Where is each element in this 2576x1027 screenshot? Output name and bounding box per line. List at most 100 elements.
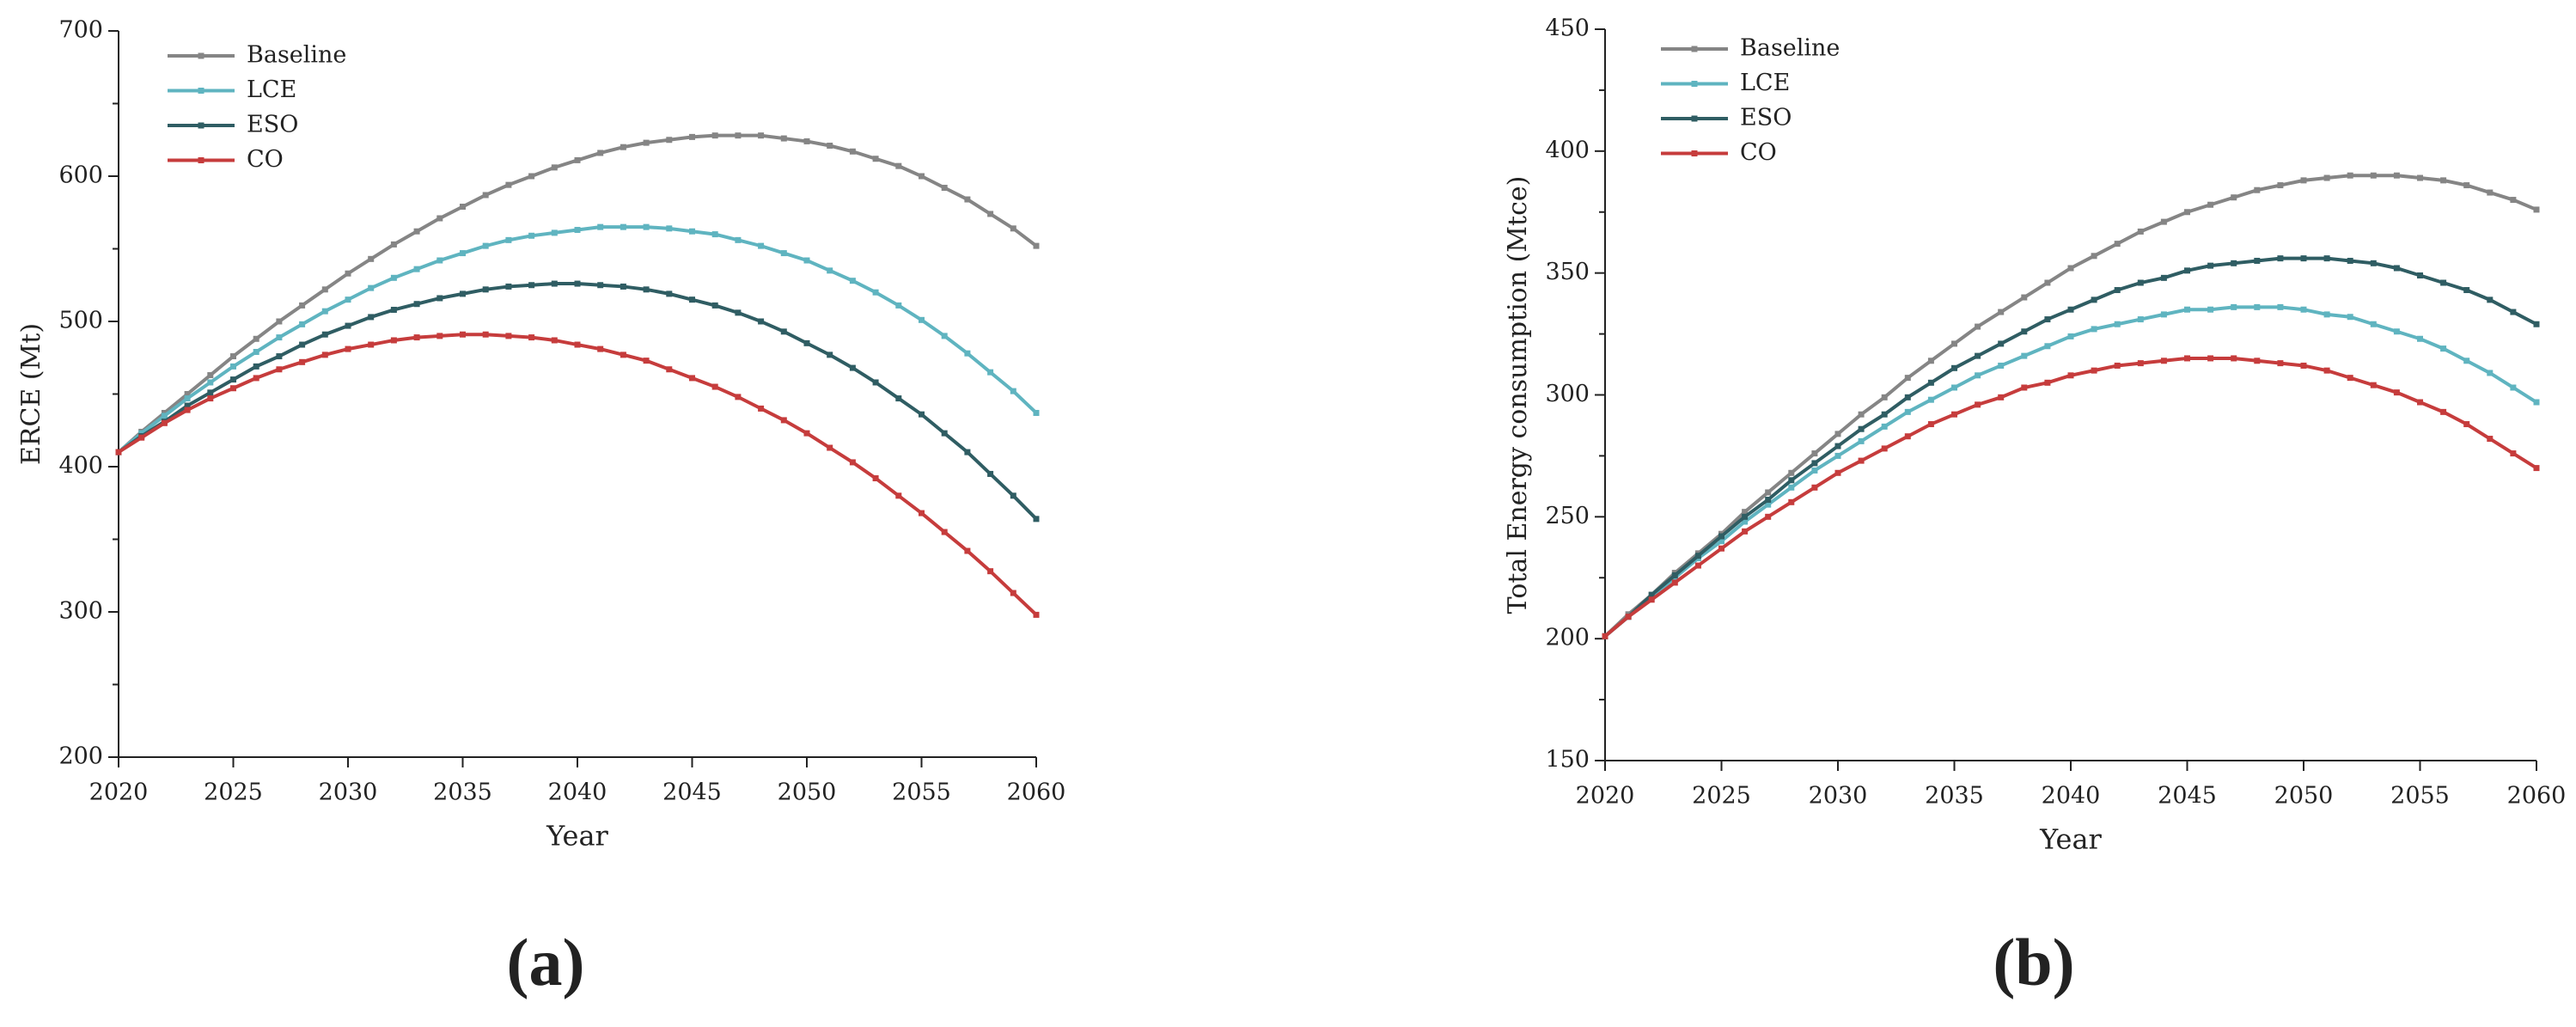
marker — [2440, 408, 2447, 415]
marker — [2160, 311, 2167, 318]
x-tick-label: 2050 — [778, 779, 837, 806]
marker — [2510, 309, 2517, 315]
marker — [2044, 379, 2051, 386]
marker — [872, 289, 879, 296]
marker — [1975, 352, 1981, 359]
marker — [505, 283, 512, 290]
marker — [321, 286, 328, 293]
x-tick-label: 2035 — [1925, 783, 1984, 810]
marker — [2231, 260, 2237, 266]
marker — [1742, 509, 1749, 516]
marker — [1858, 425, 1865, 432]
marker — [1927, 396, 1934, 403]
y-tick-label: 200 — [58, 743, 103, 770]
marker — [253, 375, 259, 382]
marker — [780, 250, 787, 257]
marker — [1010, 388, 1016, 394]
marker — [2044, 316, 2051, 323]
marker — [735, 236, 742, 243]
marker — [2231, 194, 2237, 201]
marker — [849, 364, 856, 371]
marker — [2067, 372, 2074, 379]
marker — [1904, 408, 1911, 415]
marker — [1904, 375, 1911, 382]
marker — [2393, 265, 2400, 272]
marker — [230, 385, 236, 392]
marker — [184, 407, 191, 413]
marker — [460, 331, 466, 338]
marker — [2207, 201, 2214, 208]
marker — [2277, 255, 2284, 262]
marker — [482, 242, 489, 249]
marker — [2067, 333, 2074, 339]
marker — [2067, 265, 2074, 272]
marker — [2137, 316, 2144, 323]
marker — [2533, 399, 2540, 406]
legend-marker — [198, 122, 204, 129]
marker — [2370, 172, 2377, 179]
marker — [253, 335, 259, 342]
legend-marker — [198, 157, 204, 163]
marker — [735, 394, 742, 400]
y-tick-label: 450 — [1545, 15, 1590, 42]
marker — [2254, 257, 2261, 264]
marker — [735, 132, 742, 139]
marker — [1648, 591, 1655, 598]
marker — [2277, 360, 2284, 367]
marker — [2021, 352, 2028, 359]
marker — [207, 389, 214, 396]
marker — [1951, 340, 1957, 347]
marker — [1788, 484, 1795, 491]
marker — [505, 333, 512, 339]
marker — [2044, 279, 2051, 286]
marker — [1998, 309, 2005, 315]
marker — [1881, 411, 1888, 418]
marker — [2137, 360, 2144, 367]
marker — [2487, 296, 2494, 303]
marker — [620, 283, 626, 290]
marker — [413, 301, 420, 308]
marker — [2417, 335, 2423, 342]
marker — [1998, 340, 2005, 347]
legend-marker — [1691, 81, 1698, 87]
marker — [551, 280, 558, 287]
marker — [2417, 272, 2423, 279]
marker — [2091, 367, 2097, 374]
marker — [276, 366, 283, 373]
marker — [849, 148, 856, 155]
x-tick-label: 2040 — [548, 779, 607, 806]
marker — [390, 337, 397, 344]
marker — [413, 334, 420, 341]
marker — [2370, 260, 2377, 266]
marker — [1694, 562, 1701, 569]
marker — [643, 223, 650, 230]
x-tick-label: 2060 — [2507, 783, 2567, 810]
marker — [2207, 355, 2214, 362]
marker — [184, 402, 191, 409]
marker — [1975, 372, 1981, 379]
marker — [1671, 572, 1678, 578]
marker — [276, 318, 283, 325]
y-tick-label: 700 — [58, 17, 103, 44]
marker — [1858, 457, 1865, 464]
marker — [2417, 399, 2423, 406]
marker — [872, 379, 879, 386]
marker — [758, 405, 765, 412]
marker — [2114, 321, 2121, 327]
marker — [230, 363, 236, 370]
legend-label: ESO — [1740, 105, 1792, 131]
marker — [2323, 255, 2330, 262]
x-axis-title: Year — [546, 820, 608, 853]
marker — [597, 282, 604, 289]
marker — [2254, 303, 2261, 310]
marker — [2300, 306, 2307, 313]
marker — [780, 135, 787, 142]
marker — [597, 223, 604, 230]
marker — [895, 162, 902, 169]
marker — [528, 334, 535, 341]
marker — [1881, 394, 1888, 400]
marker — [827, 143, 833, 150]
marker — [620, 352, 626, 358]
marker — [1742, 518, 1749, 525]
marker — [1718, 538, 1724, 545]
